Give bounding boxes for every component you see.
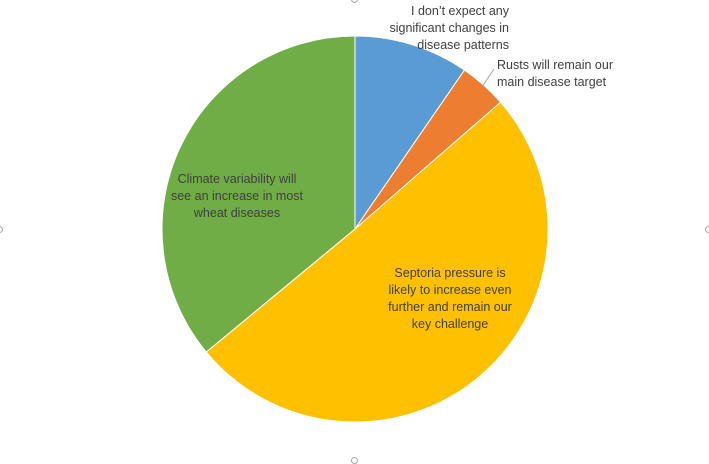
slice-label-rusts-line-2: main disease target: [497, 75, 607, 89]
slice-label-climate: Climate variability will see an increase…: [162, 171, 312, 222]
slice-label-climate-line-3: wheat diseases: [193, 206, 281, 220]
slice-label-septoria-line-3: further and remain our: [388, 300, 512, 314]
leader-line-rusts: [481, 68, 495, 87]
slice-label-no-change-line-3: disease patterns: [417, 38, 509, 52]
slice-label-septoria: Septoria pressure is likely to increase …: [380, 265, 520, 333]
pie-slice-climate[interactable]: [161, 35, 356, 353]
slice-label-no-change-line-1: I don’t expect any: [411, 4, 509, 18]
slice-label-rusts-line-1: Rusts will remain our: [497, 58, 614, 72]
slice-label-septoria-line-2: likely to increase even: [388, 283, 512, 297]
resize-handle-right[interactable]: [705, 226, 709, 233]
slice-label-climate-line-1: Climate variability will: [177, 172, 297, 186]
pie-slice-septoria[interactable]: [205, 101, 549, 423]
slice-label-septoria-line-1: Septoria pressure is: [394, 266, 506, 280]
slice-label-climate-line-2: see an increase in most: [170, 189, 303, 203]
pie-slice-no-change[interactable]: [354, 35, 466, 231]
slice-label-no-change-line-2: significant changes in: [389, 21, 509, 35]
slice-label-no-change: I don’t expect any significant changes i…: [389, 3, 509, 54]
slice-label-septoria-line-4: key challenge: [411, 317, 489, 331]
slice-label-rusts: Rusts will remain our main disease targe…: [497, 57, 613, 91]
